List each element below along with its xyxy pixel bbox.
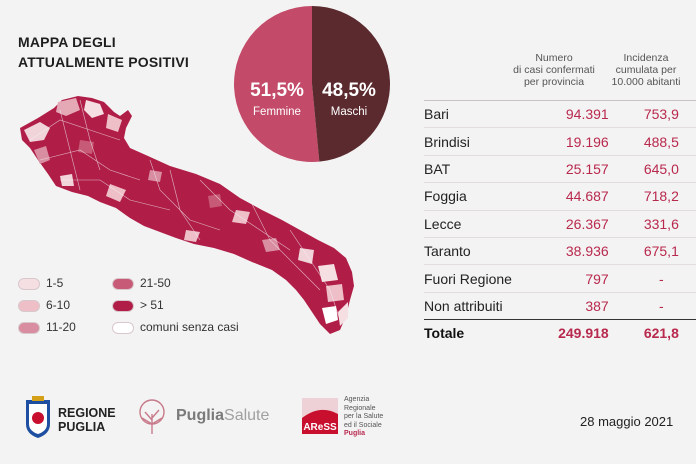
map-patch [24,122,50,142]
puglia-salute-tree-icon [139,399,165,434]
table-row: Lecce 26.367 331,6 [424,209,696,238]
map-patch [184,230,200,242]
pie-label-femmine: 51,5% Femmine [240,80,314,118]
gender-pie-chart [234,6,390,162]
femmine-pct: 51,5% [250,80,304,101]
regione-puglia-logo [26,396,50,438]
table-row: Fuori Regione 797- [424,264,696,293]
legend-swatch-6 [112,321,134,334]
map-patch [318,264,338,282]
map-patch [84,100,104,118]
map-patch [106,184,126,202]
pie-slice-femmine [234,6,320,162]
legend-swatch-4 [112,277,134,290]
report-date: 28 maggio 2021 [580,414,674,429]
map-patch [262,238,280,252]
column-header-incidence: Incidenza cumulata per 10.000 abitanti [611,52,681,88]
table-row: Foggia 44.687 718,2 [424,182,696,211]
column-header-cases: Numero di casi confermati per provincia [513,52,595,88]
map-patch [338,302,348,326]
aress-text: Agenzia Regionale per la Salute ed il So… [344,396,384,437]
maschi-pct: 48,5% [322,80,376,101]
map-patch [106,114,122,132]
table-row: Taranto 38.936 675,1 [424,236,696,265]
regione-puglia-text: REGIONE PUGLIA [58,406,116,434]
table-row: BAT 25.157 645,0 [424,154,696,183]
table-total-row: Totale 249.918 621,8 [424,319,696,347]
legend-swatch-1 [18,277,40,290]
map-patch [322,306,338,324]
legend-swatch-3 [18,321,40,334]
legend-item: 21-50 [112,276,171,290]
map-patch [78,140,94,154]
legend-swatch-5 [112,299,134,312]
puglia-map [20,96,354,334]
legend-swatch-2 [18,299,40,312]
legend-item: 6-10 [18,298,70,312]
aress-logo-text: AReSS [303,422,337,433]
table-row: Bari 94.391 753,9 [424,99,696,128]
map-patch [326,284,344,302]
province-table: Bari 94.391 753,9 Brindisi 19.196 488,5 BAT 2… [424,99,696,347]
table-row: Brindisi 19.196 488,5 [424,127,696,156]
map-provinces [20,96,354,334]
maschi-label: Maschi [330,106,368,118]
map-patch [34,146,50,164]
title-line-1: MAPPA DEGLI [18,34,116,50]
pie-slice-maschi [312,6,390,162]
table-row: Non attribuiti 387- [424,291,696,320]
map-patch [148,170,162,182]
legend-item: 11-20 [18,320,76,334]
femmine-label: Femmine [253,106,301,118]
chart-title: MAPPA DEGLI ATTUALMENTE POSITIVI [18,32,189,72]
puglia-salute-text: PugliaSalute [176,407,270,424]
map-patch [208,194,222,208]
pie-label-maschi: 48,5% Maschi [312,80,386,118]
title-line-2: ATTUALMENTE POSITIVI [18,54,189,70]
legend-item: > 51 [112,298,164,312]
legend-item: 1-5 [18,276,63,290]
legend-item: comuni senza casi [112,320,239,334]
aress-logo: AReSS [302,398,338,434]
map-patch [56,98,80,116]
